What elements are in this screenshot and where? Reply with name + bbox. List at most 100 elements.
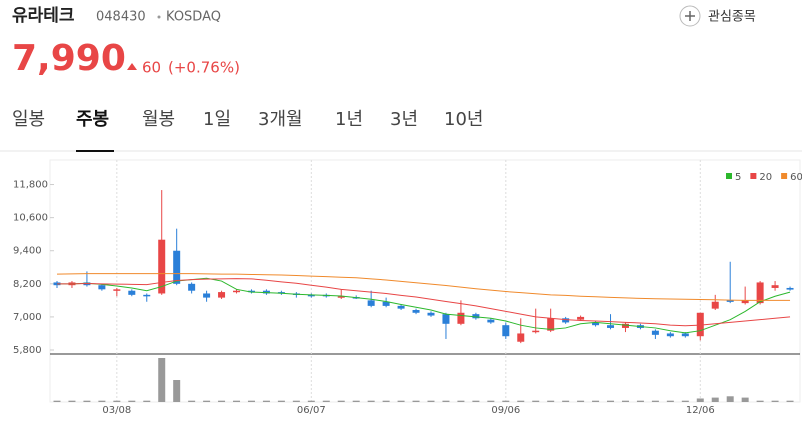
legend-swatch bbox=[726, 173, 732, 179]
candle-body bbox=[382, 301, 390, 306]
volume-bar bbox=[292, 400, 300, 402]
ma-line bbox=[56, 273, 791, 301]
candle-body bbox=[651, 330, 659, 335]
volume-bar bbox=[337, 400, 345, 402]
volume-bar bbox=[786, 400, 794, 402]
volume-bar bbox=[412, 400, 420, 402]
legend-swatch bbox=[781, 173, 788, 179]
volume-bar bbox=[651, 400, 659, 402]
volume-bar bbox=[427, 400, 435, 402]
volume-bar bbox=[517, 400, 525, 402]
candle-body bbox=[442, 314, 450, 324]
volume-bar bbox=[397, 400, 405, 402]
candle-body bbox=[517, 333, 525, 342]
y-tick-label: 9,400 bbox=[13, 246, 42, 257]
volume-bar bbox=[741, 397, 749, 402]
stock-name: 유라테크 bbox=[12, 6, 75, 26]
volume-bar bbox=[233, 400, 241, 402]
candle-body bbox=[771, 285, 779, 288]
volume-bar bbox=[382, 400, 390, 402]
candle-body bbox=[233, 290, 241, 293]
volume-bar bbox=[367, 400, 375, 402]
x-tick-label: 09/06 bbox=[491, 405, 520, 416]
volume-bar bbox=[502, 400, 510, 402]
candle-body bbox=[756, 282, 764, 304]
tab[interactable]: 월봉 bbox=[142, 109, 175, 130]
legend-label: 5 bbox=[735, 172, 741, 183]
volume-bar bbox=[98, 400, 106, 402]
candle-body bbox=[577, 316, 585, 320]
up-arrow bbox=[127, 63, 137, 70]
volume-bar bbox=[158, 358, 166, 402]
candle-body bbox=[726, 300, 734, 302]
volume-bar bbox=[457, 400, 465, 402]
volume-bar bbox=[547, 400, 555, 402]
volume-bar bbox=[262, 400, 270, 402]
tab[interactable]: 3개월 bbox=[258, 109, 303, 130]
y-tick-label: 10,600 bbox=[13, 213, 48, 224]
stock-code: 048430 bbox=[96, 10, 146, 25]
candle-body bbox=[158, 239, 166, 294]
volume-bar bbox=[442, 400, 450, 402]
candle-body bbox=[427, 312, 435, 316]
y-tick-label: 7,000 bbox=[13, 312, 42, 323]
volume-bar bbox=[532, 400, 540, 402]
candle-body bbox=[562, 318, 570, 323]
volume-bar bbox=[307, 400, 315, 402]
change-pct: (+0.76%) bbox=[168, 59, 240, 77]
candle-body bbox=[711, 301, 719, 309]
candle-body bbox=[621, 323, 629, 328]
volume-bar bbox=[726, 396, 734, 402]
tab[interactable]: 1년 bbox=[335, 109, 363, 130]
watch-button[interactable]: 관심종목 bbox=[679, 5, 756, 27]
volume-bar bbox=[562, 400, 570, 402]
candle-body bbox=[218, 292, 226, 298]
volume-bar bbox=[696, 398, 704, 402]
candle-body bbox=[696, 312, 704, 337]
volume-bar bbox=[621, 400, 629, 402]
volume-bar bbox=[83, 400, 91, 402]
y-tick-label: 5,800 bbox=[13, 345, 42, 356]
tab[interactable]: 주봉 bbox=[76, 109, 109, 130]
tab[interactable]: 3년 bbox=[390, 109, 418, 130]
volume-bar bbox=[128, 400, 136, 402]
candle-body bbox=[337, 296, 345, 298]
volume-bar bbox=[218, 400, 226, 402]
candle-body bbox=[397, 305, 405, 309]
candle-body bbox=[786, 287, 794, 290]
candle-body bbox=[188, 283, 196, 291]
volume-bar bbox=[771, 400, 779, 402]
candle-body bbox=[607, 325, 615, 328]
candle-body bbox=[412, 310, 420, 313]
volume-bar bbox=[592, 400, 600, 402]
volume-bar bbox=[247, 400, 255, 402]
tab[interactable]: 일봉 bbox=[12, 109, 45, 130]
x-tick-label: 12/06 bbox=[686, 405, 715, 416]
volume-bar bbox=[113, 400, 121, 402]
y-tick-label: 11,800 bbox=[13, 180, 48, 191]
tab[interactable]: 1일 bbox=[203, 109, 231, 130]
volume-bar bbox=[756, 400, 764, 402]
plot-frame bbox=[49, 159, 801, 403]
tab[interactable]: 10년 bbox=[444, 109, 483, 130]
candle-body bbox=[98, 285, 106, 290]
watch-label[interactable]: 관심종목 bbox=[708, 10, 756, 25]
price: 7,990 bbox=[12, 38, 126, 79]
y-tick-label: 8,200 bbox=[13, 279, 42, 290]
candle-body bbox=[457, 312, 465, 324]
candle-body bbox=[502, 325, 510, 337]
candle-body bbox=[547, 318, 555, 331]
ma-line bbox=[57, 278, 791, 327]
legend-label: 60 bbox=[790, 172, 802, 183]
candle-body bbox=[173, 250, 181, 284]
candle-body bbox=[262, 290, 270, 294]
candle-body bbox=[367, 300, 375, 306]
legend-swatch bbox=[750, 173, 757, 179]
candle-body bbox=[741, 300, 749, 304]
legend-label: 20 bbox=[759, 172, 772, 183]
volume-bar bbox=[322, 400, 330, 402]
volume-bar bbox=[173, 380, 181, 402]
volume-bar bbox=[203, 400, 211, 402]
candle-body bbox=[592, 322, 600, 326]
